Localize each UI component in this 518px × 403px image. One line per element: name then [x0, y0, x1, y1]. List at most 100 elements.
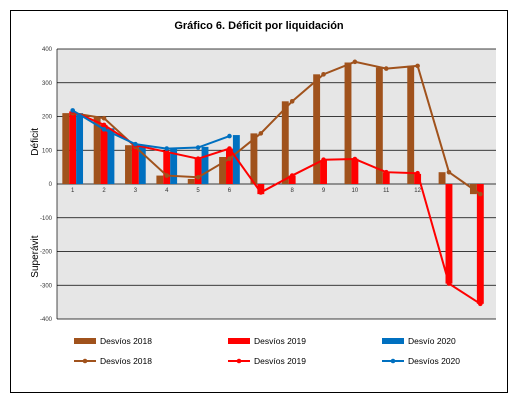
y-tick-label: -200: [40, 250, 53, 256]
bar-desv-os-2019: [288, 175, 296, 184]
point-desv-os-2019: [321, 157, 326, 162]
bar-desv-os-2018: [62, 113, 70, 184]
y-tick-label: 300: [42, 81, 53, 87]
x-tick-label: 8: [291, 188, 295, 194]
x-tick-label: 10: [352, 188, 359, 194]
y-tick-label: -300: [40, 283, 53, 289]
legend-label-desv-os-2019: Desvíos 2019: [254, 336, 306, 346]
point-desv-os-2018: [415, 63, 420, 69]
point-desv-os-2018: [227, 156, 232, 161]
point-desv-os-2018: [383, 66, 389, 71]
bar-desv-os-2019: [445, 184, 453, 284]
bar-desv-os-2019: [476, 184, 484, 304]
y-tick-label: 200: [42, 115, 53, 121]
point-desv-os-2018: [446, 169, 452, 175]
legend-marker-desv-os-2019: [236, 358, 242, 364]
bar-desv-o-2020: [170, 148, 178, 184]
bar-desv-os-2018: [407, 65, 415, 184]
legend-marker-desv-os-2020: [390, 358, 396, 364]
legend-label-desv-os-2020: Desvíos 2020: [408, 356, 460, 366]
point-desv-os-2019: [289, 173, 295, 178]
point-desv-os-2019: [446, 281, 452, 286]
point-desv-os-2019: [478, 301, 483, 307]
bar-desv-os-2018: [313, 74, 321, 184]
point-desv-os-2020: [164, 146, 170, 151]
point-desv-os-2019: [415, 170, 420, 176]
point-desv-os-2019: [164, 149, 170, 155]
legend-marker-desv-os-2018: [82, 358, 88, 364]
bar-desv-os-2019: [163, 151, 171, 184]
bar-desv-os-2019: [226, 148, 233, 184]
point-desv-os-2019: [101, 122, 107, 128]
bar-desv-os-2018: [281, 101, 289, 184]
x-tick-label: 4: [165, 188, 169, 194]
point-desv-os-2018: [258, 131, 264, 136]
bar-desv-os-2018: [125, 145, 132, 184]
legend-bar-swatch-desv-o-2020: [382, 338, 404, 344]
chart-title: Gráfico 6. Déficit por liquidación: [174, 20, 344, 32]
y-axis-title-deficit: Déficit: [30, 128, 41, 156]
bar-desv-o-2020: [107, 128, 115, 184]
bar-desv-os-2018: [93, 116, 101, 184]
bar-desv-os-2019: [257, 184, 265, 195]
bar-desv-os-2018: [187, 178, 195, 184]
bar-desv-os-2019: [320, 160, 327, 184]
y-tick-label: 100: [42, 148, 53, 154]
legend-label-desv-o-2020: Desvío 2020: [408, 336, 456, 346]
x-tick-label: 6: [228, 188, 232, 194]
point-desv-os-2020: [70, 108, 75, 113]
bar-desv-os-2018: [344, 62, 352, 184]
y-axis-title-superavit: Superávit: [30, 235, 41, 277]
bar-desv-os-2019: [100, 124, 108, 184]
x-tick-label: 1: [71, 188, 75, 194]
legend-label-desv-os-2018: Desvíos 2018: [100, 336, 152, 346]
bar-desv-os-2018: [375, 67, 383, 184]
point-desv-os-2019: [383, 169, 389, 175]
point-desv-os-2020: [227, 133, 232, 139]
bar-desv-o-2020: [201, 146, 209, 184]
legend-label-desv-os-2019: Desvíos 2019: [254, 356, 306, 366]
legend-bar-swatch-desv-os-2018: [74, 338, 96, 344]
bar-desv-os-2019: [382, 172, 390, 184]
bar-desv-o-2020: [76, 113, 84, 184]
y-tick-label: 0: [49, 182, 53, 188]
legend-label-desv-os-2018: Desvíos 2018: [100, 356, 152, 366]
bar-desv-os-2019: [69, 111, 77, 184]
bar-desv-os-2018: [438, 172, 446, 184]
bar-desv-os-2019: [351, 158, 359, 184]
line-desv-os-2020: [72, 109, 230, 150]
x-tick-label: 11: [383, 188, 390, 194]
point-desv-os-2019: [195, 156, 201, 161]
point-desv-os-2019: [352, 156, 358, 162]
x-tick-label: 12: [414, 188, 421, 194]
point-desv-os-2020: [195, 145, 201, 150]
point-desv-os-2018: [321, 72, 326, 77]
bar-desv-os-2019: [194, 158, 202, 184]
x-tick-label: 5: [196, 188, 200, 194]
point-desv-os-2020: [133, 141, 138, 147]
bar-desv-os-2019: [414, 173, 422, 184]
bar-desv-os-2018: [219, 157, 227, 184]
y-tick-label: 400: [42, 47, 53, 53]
point-desv-os-2018: [195, 174, 201, 180]
legend-bar-swatch-desv-os-2019: [228, 338, 250, 344]
point-desv-os-2018: [101, 115, 107, 121]
bar-desv-os-2018: [250, 133, 258, 184]
line-desv-os-2018: [72, 60, 481, 195]
bar-desv-o-2020: [138, 145, 146, 184]
x-tick-label: 2: [102, 188, 106, 194]
y-tick-label: -100: [40, 216, 53, 222]
line-desv-os-2019: [72, 110, 481, 305]
point-desv-os-2018: [289, 99, 295, 104]
bar-desv-os-2018: [156, 175, 164, 184]
x-tick-label: 9: [322, 188, 326, 194]
bar-desv-os-2019: [131, 145, 139, 184]
point-desv-os-2018: [352, 59, 358, 65]
y-tick-label: -400: [40, 317, 53, 323]
point-desv-os-2018: [164, 173, 170, 178]
point-desv-os-2019: [258, 190, 264, 195]
point-desv-os-2019: [227, 146, 232, 151]
point-desv-os-2018: [478, 191, 483, 197]
x-tick-label: 3: [134, 188, 138, 194]
